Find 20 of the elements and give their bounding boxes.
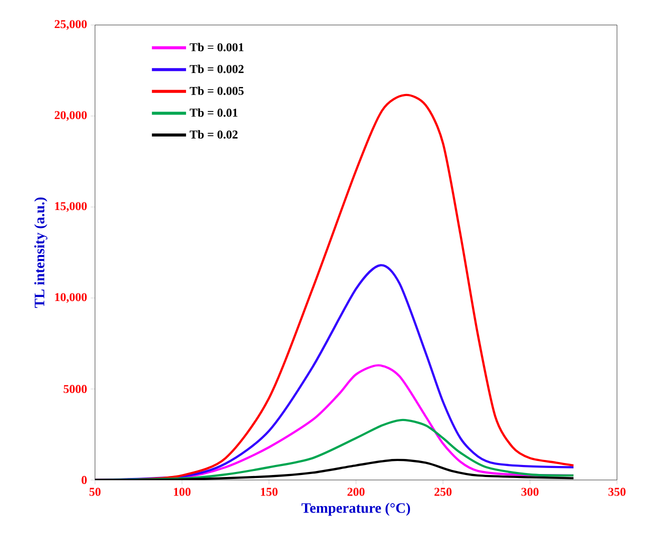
x-tick-label: 200 xyxy=(348,488,365,496)
legend-label: Tb = 0.001 xyxy=(190,42,244,52)
x-tick-label: 350 xyxy=(608,488,626,496)
legend-label: Tb = 0.005 xyxy=(190,86,244,95)
legend-label: Tb = 0.002 xyxy=(190,64,244,74)
y-tick-label: 0 xyxy=(82,476,87,484)
legend-label: Tb = 0.02 xyxy=(190,130,238,139)
y-tick-label: 25,000 xyxy=(54,20,87,30)
y-axis-title: TL intensity (a.u.) xyxy=(34,198,48,308)
x-tick-label: 250 xyxy=(434,488,452,496)
legend-label: Tb = 0.01 xyxy=(190,108,238,117)
x-tick-label: 300 xyxy=(521,488,539,496)
y-tick-label: 5000 xyxy=(64,384,87,394)
x-tick-label: 50 xyxy=(89,488,101,496)
x-axis-title: Temperature (°C) xyxy=(302,502,410,516)
x-tick-label: 150 xyxy=(260,488,278,496)
y-tick-label: 10,000 xyxy=(55,293,87,303)
x-tick-label: 100 xyxy=(174,488,191,496)
y-tick-label: 15,000 xyxy=(55,202,87,212)
y-tick-label: 20,000 xyxy=(54,111,87,121)
